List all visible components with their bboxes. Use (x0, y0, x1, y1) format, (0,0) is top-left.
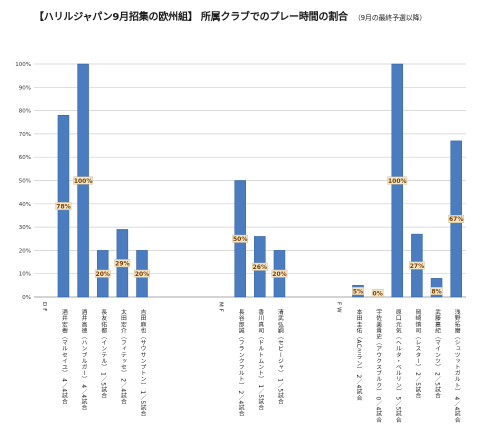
group-labels: DF MF FW (41, 302, 342, 315)
data-label: 0% (373, 290, 383, 297)
data-label: 67% (449, 216, 463, 223)
data-label: 5% (353, 288, 363, 295)
y-tick-label: 90% (19, 85, 31, 91)
x-category-label: 武藤嘉紀（マインツ） 2／5試合 (434, 308, 441, 399)
data-label-box (94, 269, 111, 278)
x-category-label: 酒井高徳（ハンブルガー） 4／4試合 (80, 308, 87, 412)
y-tick-label: 10% (19, 272, 31, 278)
x-category-label: 吉田麻也（サウサンプトン） 1／5試合 (139, 309, 146, 418)
data-label: 100% (388, 178, 407, 185)
position-group-label: MF (218, 302, 224, 314)
y-tick-label: 70% (19, 132, 31, 138)
x-category-label: 太田宏介（フィテッセ） 2／4試合 (119, 308, 126, 405)
position-group-label: FW (335, 302, 341, 315)
x-category-label: 浅野拓磨（シュツットガルト） 4／4試合 (453, 308, 460, 424)
data-label-box (251, 262, 268, 271)
x-category-label: 清武弘嗣（セビージャ） 1／5試合 (276, 308, 283, 405)
y-tick-label: 0% (22, 295, 31, 301)
data-label-box (73, 176, 93, 185)
data-label: 8% (431, 288, 441, 295)
x-category-label: 長友佑都（インテル） 1／5試合 (100, 309, 107, 399)
data-label: 100% (74, 178, 93, 185)
data-label: 20% (135, 271, 149, 278)
data-label-box (409, 261, 425, 270)
y-tick-label: 50% (19, 179, 31, 185)
data-label: 26% (253, 264, 267, 271)
chart-title-note: （9月の最終予選以降） (353, 14, 427, 22)
chart-title-main: 【ハリルジャパン9月招集の欧州組】 所属クラブでのプレー時間の割合 (34, 12, 348, 23)
x-category-label: 酒井宏樹（マルセイユ） 4／4試合 (60, 308, 67, 405)
x-category-label: 本田圭佑（ACミラン） 2／4試合 (355, 308, 362, 402)
x-category-label: 岡崎慎司（レスター） 2／5試合 (414, 309, 421, 399)
data-label: 78% (56, 203, 70, 210)
data-label: 50% (233, 236, 247, 243)
data-label-box (134, 269, 150, 278)
data-label: 20% (272, 271, 286, 278)
data-label-box (430, 287, 443, 295)
data-label-box (371, 289, 384, 297)
y-tick-label: 40% (19, 202, 31, 208)
x-category-label: 長谷部誠（フランクフルト） 2／4試合 (237, 309, 244, 418)
data-label-box (55, 202, 72, 211)
position-group-label: DF (41, 302, 47, 313)
x-category-label: 香川真司（ドルトムント） 1／5試合 (257, 308, 264, 412)
data-label-box (114, 259, 131, 268)
data-label-box (271, 269, 288, 278)
x-axis-labels: 酒井宏樹（マルセイユ） 4／4試合 酒井高徳（ハンブルガー） 4／4試合 長友佑都（… (60, 308, 460, 424)
data-labels: 78% 100% 20% 29% 20% 50% 26% 20% 5% 0% 100% 27% 8% 67… (55, 176, 465, 297)
chart-title: 【ハリルジャパン9月招集の欧州組】 所属クラブでのプレー時間の割合 （9月の最終予… (34, 8, 474, 23)
y-axis: 0% 10% 20% 30% 40% 50% 60% 70% 80% 90% 100% (15, 62, 31, 301)
y-tick-label: 80% (19, 109, 31, 115)
y-tick-label: 60% (19, 155, 31, 161)
data-label-box (448, 214, 465, 223)
y-tick-label: 30% (19, 225, 31, 231)
y-tick-label: 20% (19, 248, 31, 254)
data-label-box (352, 287, 364, 295)
data-label-box (387, 176, 408, 185)
data-label: 20% (96, 271, 110, 278)
x-category-label: 宇佐美貴史（アウクスブルク） 0／4試合 (375, 308, 382, 424)
y-tick-label: 100% (15, 62, 31, 68)
data-label: 29% (115, 261, 129, 268)
data-label-box (232, 234, 249, 243)
data-label: 27% (410, 263, 424, 270)
x-category-label: 原口元気（ヘルタ・ベルリン） 5／5試合 (394, 309, 401, 424)
